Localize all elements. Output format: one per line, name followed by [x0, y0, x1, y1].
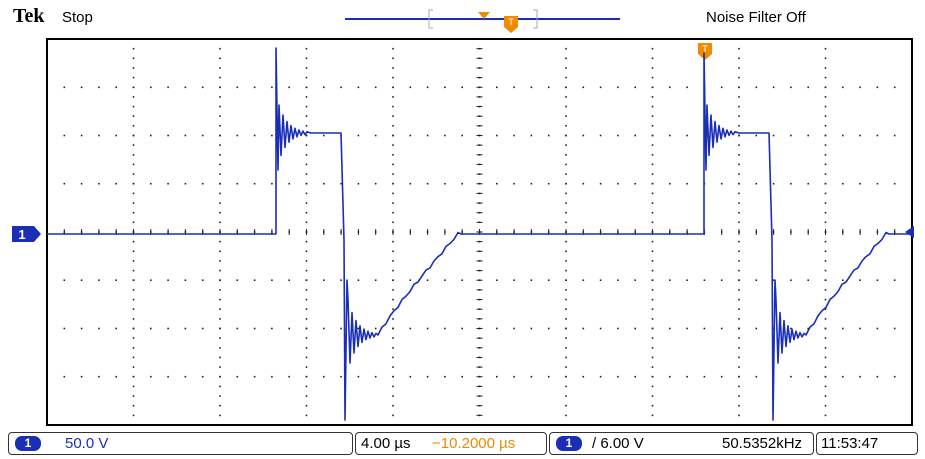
channel-1-badge: 1 — [15, 436, 41, 451]
frequency-readout: 50.5352kHz — [722, 435, 803, 452]
record-overview[interactable]: T — [345, 6, 625, 42]
view-bracket-right — [533, 9, 538, 29]
noise-filter-status[interactable]: Noise Filter Off — [706, 9, 806, 26]
channel-1-readout[interactable]: 1 50.0 V — [8, 432, 353, 455]
view-bracket-left — [428, 9, 433, 29]
vertical-scale: 50.0 V — [65, 435, 109, 452]
trigger-position: −10.2000 µs — [432, 435, 516, 452]
clock: 11:53:47 — [821, 435, 879, 452]
trigger-level: / 6.00 V — [592, 435, 644, 452]
channel-1-marker-label: 1 — [18, 227, 25, 242]
trigger-position-icon — [478, 12, 490, 19]
brand-logo: Tek — [13, 5, 45, 27]
trigger-point-icon: T — [698, 43, 712, 60]
trigger-level-icon — [905, 226, 914, 238]
time-per-division: 4.00 µs — [361, 435, 411, 452]
channel-1-marker-icon[interactable]: 1 — [12, 226, 41, 242]
channel-1-waveform — [47, 47, 912, 421]
svg-text:T: T — [702, 44, 708, 54]
svg-text:T: T — [508, 17, 514, 27]
status-bar: 1 50.0 V 4.00 µs −10.2000 µs 1 / 6.00 V … — [0, 430, 925, 459]
run-state[interactable]: Stop — [62, 9, 93, 26]
trigger-source-badge: 1 — [556, 436, 582, 451]
horizontal-readout[interactable]: 4.00 µs −10.2000 µs — [355, 432, 547, 455]
waveform-display[interactable]: 1 T — [0, 0, 925, 430]
top-bar: Tek Stop Noise Filter Off — [0, 0, 925, 30]
trigger-marker-icon: T — [504, 16, 518, 33]
trigger-readout[interactable]: 1 / 6.00 V 50.5352kHz — [549, 432, 814, 455]
clock-readout: 11:53:47 — [816, 432, 918, 455]
